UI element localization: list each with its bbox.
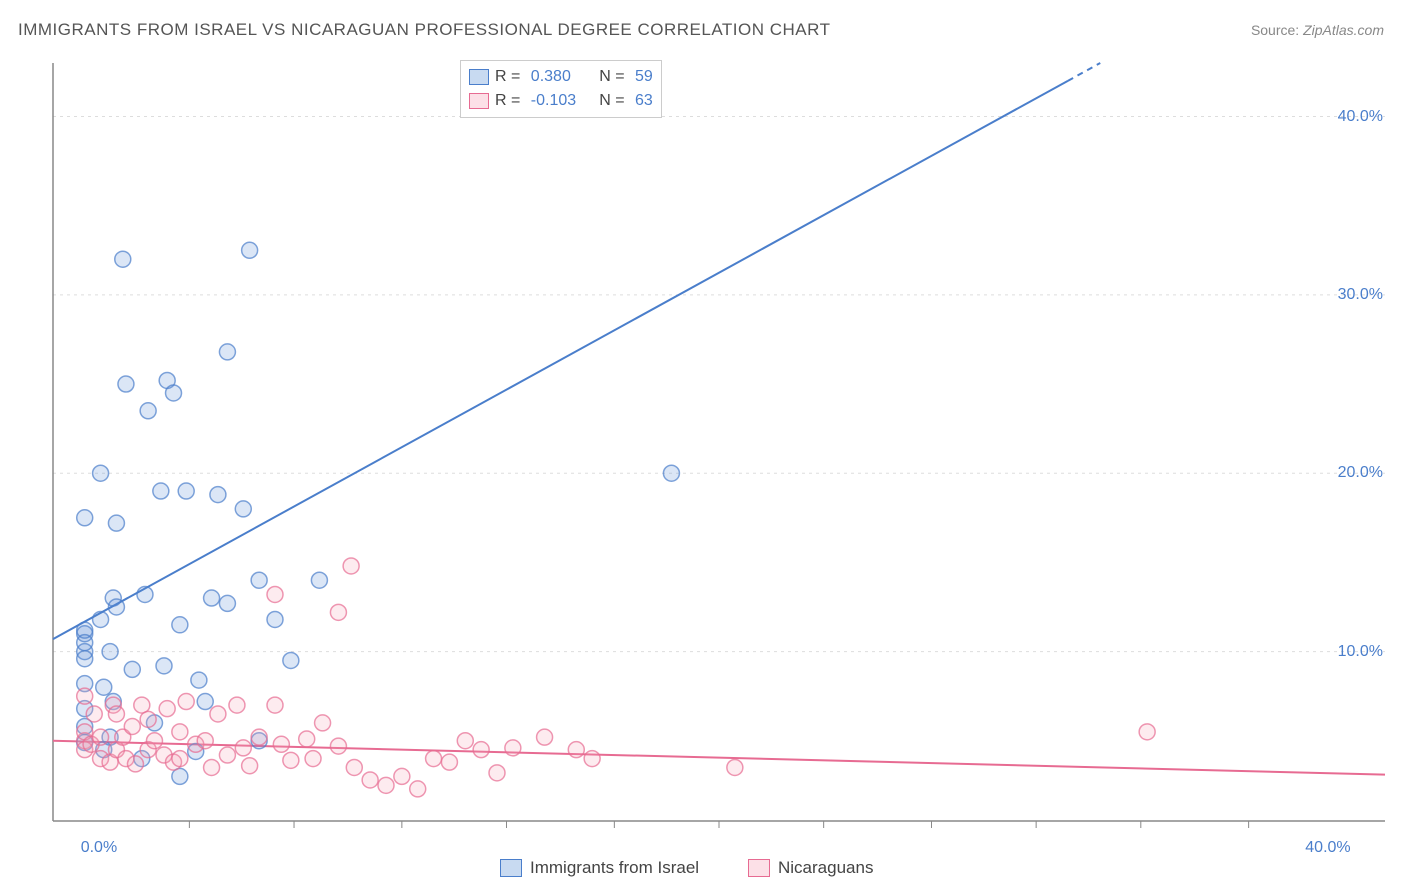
legend-swatch — [748, 859, 770, 877]
series-legend: Nicaraguans — [748, 858, 873, 878]
series-legend: Immigrants from Israel — [500, 858, 699, 878]
legend-n-value: 59 — [635, 65, 653, 89]
legend-swatch — [469, 69, 489, 85]
legend-n-label: N = — [595, 89, 629, 113]
legend-n-label: N = — [595, 65, 629, 89]
legend-swatch — [469, 93, 489, 109]
legend-n-value: 63 — [635, 89, 653, 113]
scatter-chart — [45, 55, 1385, 890]
x-tick-label: 40.0% — [1305, 839, 1350, 857]
legend-r-value: -0.103 — [531, 89, 589, 113]
series-name: Immigrants from Israel — [530, 858, 699, 878]
source-label: Source: — [1251, 22, 1299, 38]
legend-r-value: 0.380 — [531, 65, 589, 89]
series-name: Nicaraguans — [778, 858, 873, 878]
source-attribution: Source: ZipAtlas.com — [1251, 22, 1384, 38]
legend-r-label: R = — [495, 89, 525, 113]
source-value: ZipAtlas.com — [1303, 22, 1384, 38]
legend-r-label: R = — [495, 65, 525, 89]
y-tick-label: 10.0% — [1323, 643, 1383, 661]
legend-row: R = 0.380 N = 59 — [469, 65, 653, 89]
legend-row: R = -0.103 N = 63 — [469, 89, 653, 113]
y-tick-label: 40.0% — [1323, 108, 1383, 126]
x-tick-label: 0.0% — [81, 839, 117, 857]
correlation-legend: R = 0.380 N = 59R = -0.103 N = 63 — [460, 60, 662, 118]
y-tick-label: 20.0% — [1323, 464, 1383, 482]
chart-title: IMMIGRANTS FROM ISRAEL VS NICARAGUAN PRO… — [18, 20, 831, 40]
legend-swatch — [500, 859, 522, 877]
y-tick-label: 30.0% — [1323, 286, 1383, 304]
